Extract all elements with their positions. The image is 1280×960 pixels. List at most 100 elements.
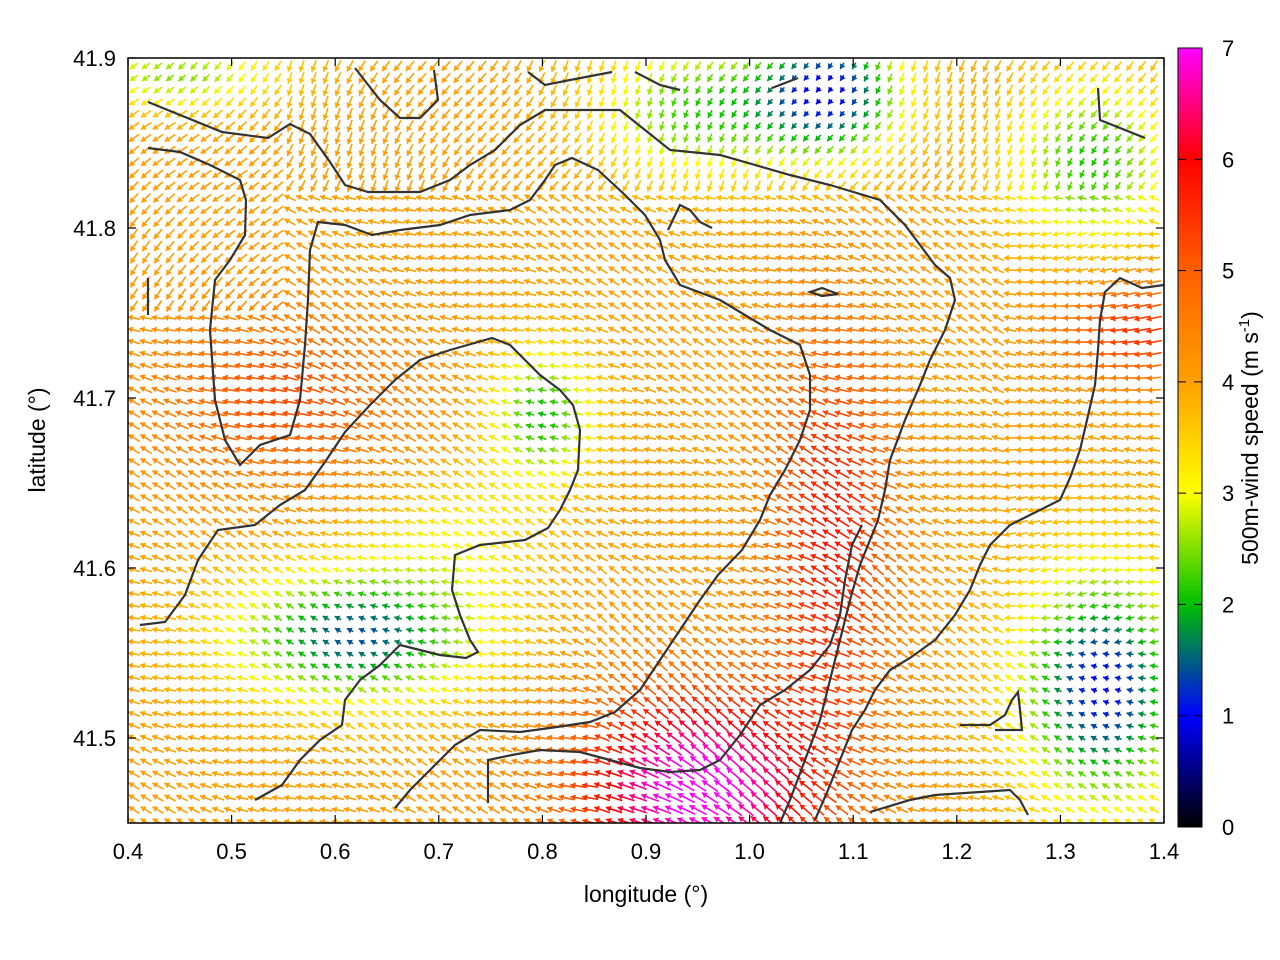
wind-arrow bbox=[982, 60, 990, 72]
wind-arrow bbox=[994, 60, 1002, 72]
wind-arrow bbox=[970, 83, 977, 97]
wind-arrow bbox=[863, 86, 870, 94]
wind-arrow bbox=[262, 84, 270, 96]
wind-arrow bbox=[286, 119, 294, 133]
wind-arrow bbox=[465, 84, 475, 96]
wind-arrow bbox=[922, 120, 930, 132]
wind-arrow bbox=[946, 95, 953, 109]
wind-arrow bbox=[381, 72, 391, 84]
wind-arrow bbox=[501, 96, 511, 108]
wind-arrow bbox=[671, 97, 678, 107]
wind-arrow bbox=[766, 122, 774, 130]
wind-arrow bbox=[851, 86, 858, 94]
wind-arrow bbox=[1030, 108, 1038, 120]
wind-arrow bbox=[1089, 61, 1099, 71]
wind-arrow bbox=[322, 107, 329, 121]
wind-arrow bbox=[1137, 109, 1147, 119]
wind-arrow bbox=[177, 62, 187, 70]
wind-arrow bbox=[778, 122, 786, 130]
wind-arrow bbox=[886, 121, 894, 131]
wind-arrow bbox=[310, 83, 317, 97]
wind-arrow bbox=[874, 109, 882, 119]
wind-arrow bbox=[1137, 97, 1147, 107]
wind-arrow bbox=[647, 109, 654, 119]
wind-arrow bbox=[405, 96, 415, 108]
wind-arrow bbox=[489, 60, 499, 72]
wind-arrow bbox=[875, 97, 882, 107]
wind-arrow bbox=[1114, 109, 1122, 119]
wind-arrow bbox=[707, 97, 714, 107]
wind-arrow bbox=[610, 84, 617, 96]
wind-arrow bbox=[1030, 96, 1038, 108]
wind-arrow bbox=[754, 86, 762, 94]
wind-arrow bbox=[839, 74, 846, 82]
wind-arrow bbox=[898, 84, 905, 96]
wind-arrow bbox=[346, 83, 354, 97]
wind-arrow bbox=[334, 95, 341, 109]
plot-area bbox=[128, 58, 1164, 823]
wind-arrow bbox=[718, 85, 726, 95]
wind-arrow bbox=[706, 85, 714, 95]
wind-arrow bbox=[381, 60, 391, 72]
wind-arrow bbox=[250, 73, 258, 83]
wind-arrow bbox=[1018, 72, 1026, 84]
wind-arrow bbox=[429, 108, 439, 120]
wind-arrow bbox=[453, 72, 463, 84]
wind-arrow bbox=[634, 84, 642, 96]
wind-arrow bbox=[1101, 85, 1111, 95]
wind-arrow bbox=[1078, 109, 1086, 119]
wind-arrow bbox=[202, 61, 210, 71]
wind-arrow bbox=[934, 96, 941, 108]
wind-arrow bbox=[970, 59, 978, 73]
wind-arrow bbox=[899, 96, 905, 108]
wind-arrow bbox=[815, 74, 822, 81]
wind-arrow bbox=[610, 60, 617, 72]
wind-arrow bbox=[140, 121, 152, 131]
wind-arrow bbox=[177, 74, 187, 82]
wind-arrow bbox=[1042, 109, 1050, 119]
wind-arrow bbox=[1077, 85, 1087, 95]
wind-arrow bbox=[1042, 96, 1050, 108]
wind-arrow bbox=[574, 120, 582, 132]
wind-arrow bbox=[814, 122, 822, 130]
wind-arrow bbox=[695, 85, 702, 95]
wind-arrow bbox=[334, 83, 342, 97]
wind-arrow bbox=[719, 109, 726, 119]
wind-arrow bbox=[129, 62, 139, 70]
wind-arrow bbox=[994, 84, 1002, 96]
wind-arrow bbox=[934, 72, 941, 84]
wind-arrow bbox=[730, 73, 738, 83]
wind-arrow bbox=[683, 97, 690, 107]
wind-arrow bbox=[1065, 61, 1075, 71]
wind-arrow bbox=[1089, 73, 1099, 83]
wind-arrow bbox=[465, 108, 475, 120]
wind-arrow bbox=[574, 84, 581, 96]
wind-arrow bbox=[501, 72, 511, 84]
wind-arrow bbox=[213, 85, 223, 95]
wind-arrow bbox=[646, 60, 653, 72]
wind-arrow bbox=[706, 61, 714, 71]
wind-arrow bbox=[1018, 108, 1026, 120]
wind-arrow bbox=[863, 98, 870, 106]
wind-arrow bbox=[382, 119, 390, 133]
wind-arrow bbox=[694, 61, 702, 71]
wind-arrow bbox=[1149, 72, 1159, 84]
wind-arrow bbox=[718, 73, 726, 83]
wind-arrow bbox=[417, 96, 427, 108]
wind-arrow bbox=[1125, 73, 1135, 83]
wind-arrow bbox=[417, 120, 427, 132]
wind-arrow bbox=[598, 60, 605, 72]
wind-arrow bbox=[1006, 84, 1014, 96]
wind-arrow bbox=[766, 86, 774, 94]
wind-arrow bbox=[1053, 73, 1063, 83]
wind-arrow bbox=[766, 74, 774, 82]
wind-arrow bbox=[610, 120, 617, 132]
wind-arrow bbox=[659, 97, 666, 107]
wind-arrow bbox=[994, 72, 1002, 84]
wind-arrow bbox=[477, 96, 487, 108]
wind-arrow bbox=[742, 74, 750, 82]
wind-arrow bbox=[562, 59, 569, 73]
wind-arrow bbox=[489, 96, 499, 108]
wind-arrow bbox=[514, 60, 522, 72]
wind-arrow bbox=[298, 60, 305, 72]
